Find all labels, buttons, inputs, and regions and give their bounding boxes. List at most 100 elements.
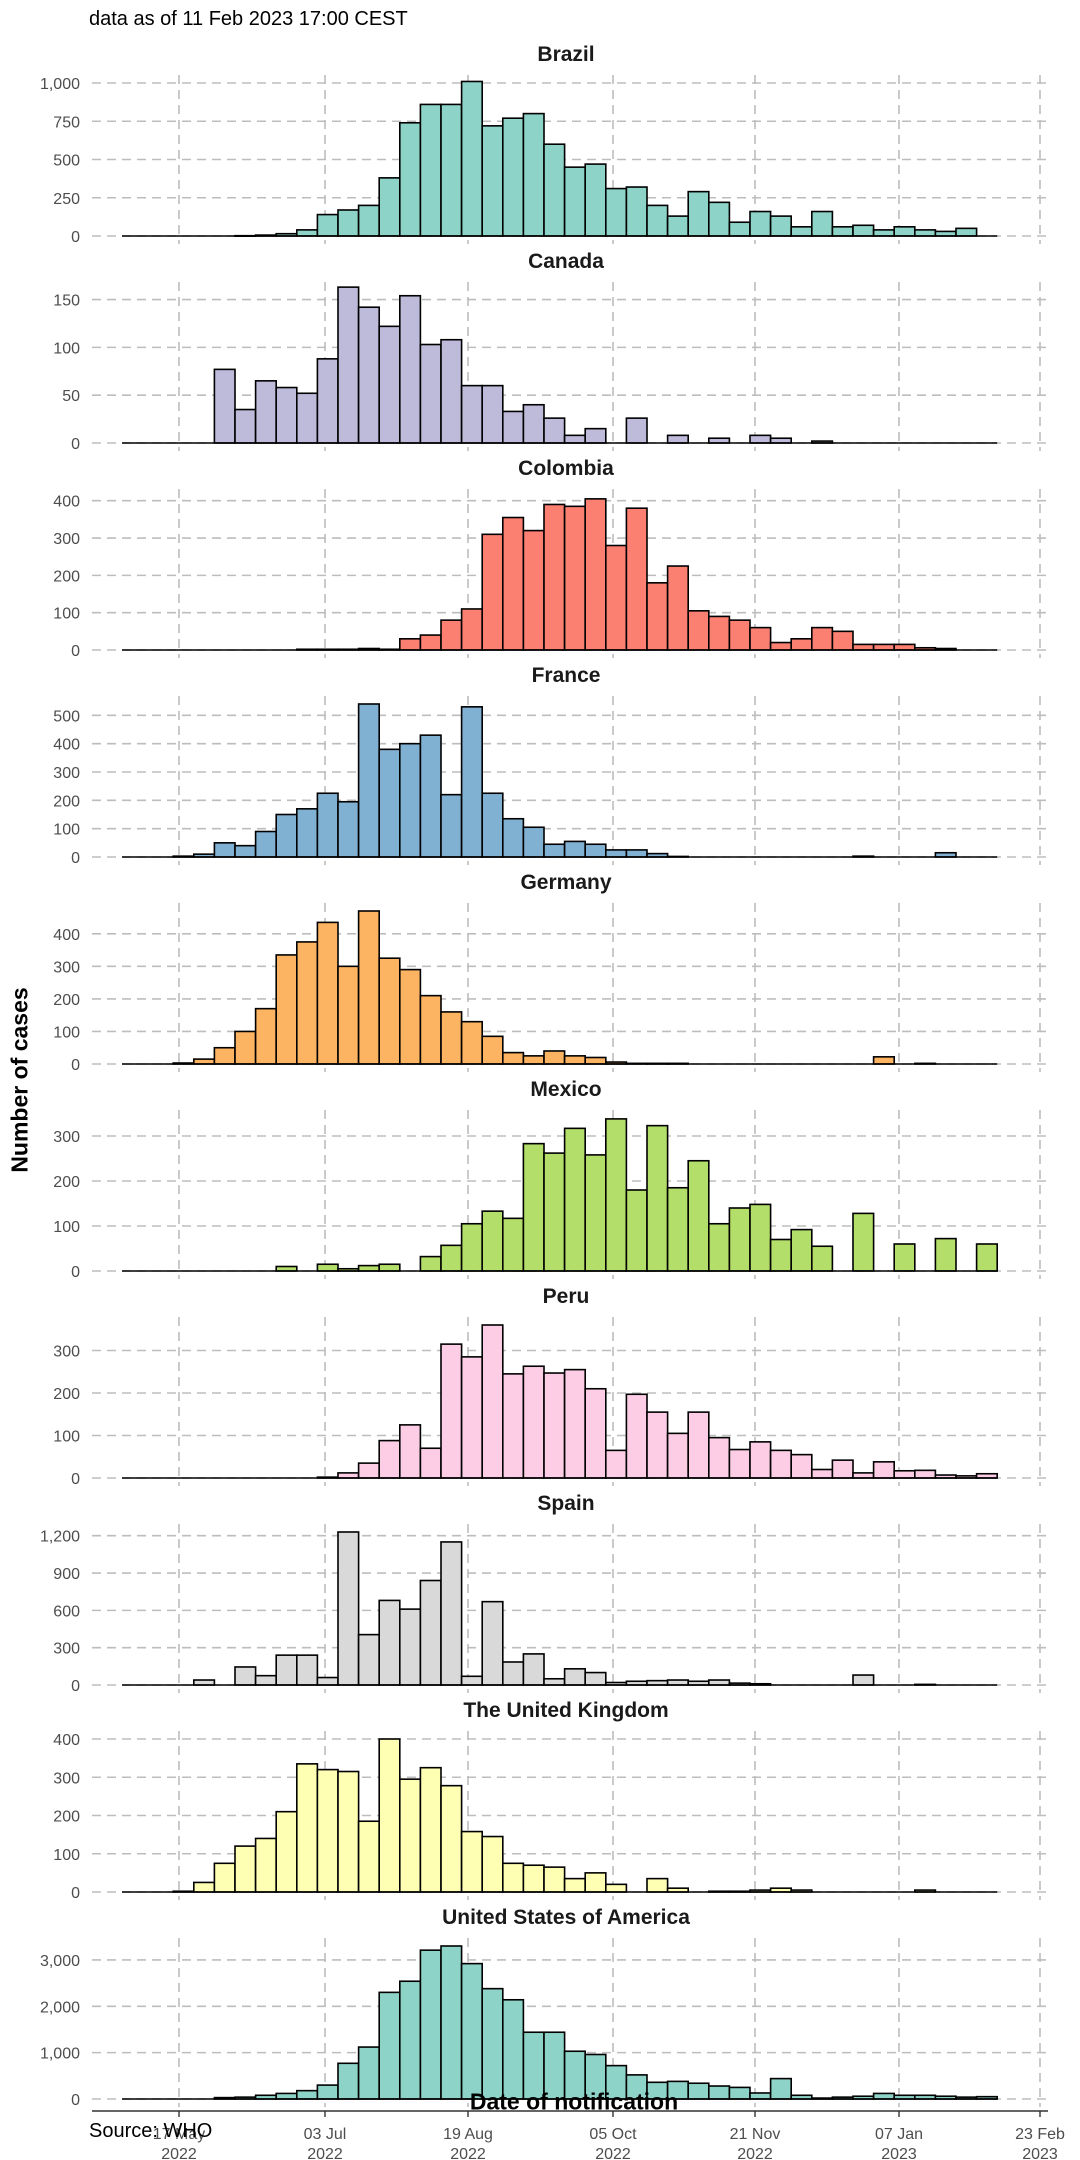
histogram-bar xyxy=(440,793,463,858)
x-tick-year: 2023 xyxy=(1022,2146,1058,2160)
x-tick-year: 2022 xyxy=(307,2146,343,2160)
histogram-bar xyxy=(604,187,628,237)
histogram-bar xyxy=(378,1599,401,1686)
histogram-bar xyxy=(419,1447,442,1479)
histogram-bar xyxy=(707,1222,731,1272)
histogram-bar xyxy=(666,1432,689,1479)
histogram-bar xyxy=(584,1671,607,1686)
histogram-bar xyxy=(398,1424,422,1479)
y-tick-label: 2,000 xyxy=(40,1999,80,2016)
histogram-bar xyxy=(543,1372,566,1479)
panel-spain: 0 300 600 900 1,200 Spain xyxy=(40,1492,1048,1695)
y-tick-label: 200 xyxy=(53,992,80,1009)
histogram-bar xyxy=(357,910,381,1065)
histogram-bar xyxy=(852,224,875,237)
x-tick-year: 2023 xyxy=(881,2146,917,2160)
histogram-bar xyxy=(501,1051,525,1065)
histogram-bar xyxy=(378,748,401,858)
histogram-bar xyxy=(810,210,834,237)
histogram-bar xyxy=(604,544,628,651)
y-tick-label: 1,200 xyxy=(40,1529,80,1546)
histogram-bar xyxy=(810,1245,834,1272)
y-tick-label: 400 xyxy=(53,927,80,944)
histogram-bar xyxy=(584,1872,607,1893)
x-tick-year: 2022 xyxy=(450,2146,486,2160)
histogram-bar xyxy=(769,1238,792,1272)
histogram-bar xyxy=(357,1820,381,1893)
histogram-bar xyxy=(295,1654,319,1686)
y-tick-label: 0 xyxy=(71,436,80,453)
histogram-bar xyxy=(460,1020,484,1065)
histogram-bar xyxy=(460,384,484,444)
histogram-bar xyxy=(398,1608,422,1686)
histogram-bar xyxy=(584,427,607,444)
histogram-bar xyxy=(728,1207,751,1272)
histogram-bar xyxy=(316,213,339,237)
histogram-bar xyxy=(522,1365,545,1479)
histogram-bar xyxy=(584,498,607,651)
histogram-bar xyxy=(522,1864,545,1893)
y-tick-label: 1,000 xyxy=(40,76,80,93)
histogram-bar xyxy=(440,1784,463,1893)
histogram-bar xyxy=(522,112,545,237)
panel-title: Brazil xyxy=(537,43,594,66)
panel-title: Mexico xyxy=(530,1078,601,1101)
histogram-bar xyxy=(213,842,236,858)
histogram-bar xyxy=(666,434,689,444)
histogram-bar xyxy=(522,403,545,444)
y-axis-label: Number of cases xyxy=(6,987,33,1173)
x-tick-label: 17 May xyxy=(153,2126,205,2143)
histogram-bar xyxy=(254,1007,278,1065)
histogram-bar xyxy=(419,1949,442,2100)
histogram-bar xyxy=(460,706,484,858)
histogram-bar xyxy=(275,2092,298,2100)
histogram-bar xyxy=(872,2092,895,2100)
panel-france: 0 100 200 300 400 500 France xyxy=(53,664,1048,867)
y-tick-label: 0 xyxy=(71,1678,80,1695)
histogram-bar xyxy=(419,634,442,651)
histogram-bar xyxy=(378,1991,401,2100)
histogram-bar xyxy=(460,1962,484,2100)
histogram-bar xyxy=(687,190,710,237)
histogram-bar xyxy=(893,1469,916,1479)
histogram-bar xyxy=(728,221,751,237)
histogram-bar xyxy=(234,844,257,858)
histogram-bar xyxy=(419,1255,442,1272)
y-tick-label: 0 xyxy=(71,1885,80,1902)
histogram-bar xyxy=(584,1154,607,1272)
histogram-bar xyxy=(316,1676,339,1686)
histogram-bar xyxy=(419,103,442,237)
y-tick-label: 300 xyxy=(53,1641,80,1658)
histogram-bar xyxy=(646,204,669,237)
y-tick-label: 200 xyxy=(53,793,80,810)
y-tick-label: 400 xyxy=(53,737,80,754)
histogram-bar xyxy=(398,742,422,858)
histogram-bar xyxy=(501,1661,525,1686)
histogram-bar xyxy=(687,1159,710,1272)
histogram-bar xyxy=(522,826,545,858)
x-tick-label: 05 Oct xyxy=(589,2126,637,2143)
histogram-bar xyxy=(707,2085,731,2100)
histogram-bar xyxy=(563,1368,586,1479)
histogram-bar xyxy=(440,619,463,651)
histogram-bar xyxy=(913,1469,937,1479)
x-tick-year: 2022 xyxy=(737,2146,773,2160)
panel-germany: 0 100 200 300 400 Germany xyxy=(53,871,1048,1074)
histogram-bar xyxy=(872,643,895,651)
histogram-bar xyxy=(625,507,648,651)
panel-mexico: 0 100 200 300 Mexico xyxy=(53,1078,1048,1281)
histogram-bar xyxy=(543,1677,566,1686)
histogram-bar xyxy=(563,166,586,237)
y-tick-label: 150 xyxy=(53,293,80,310)
histogram-bar xyxy=(831,226,854,237)
histogram-bar xyxy=(893,226,916,237)
y-tick-label: 600 xyxy=(53,1603,80,1620)
y-tick-label: 100 xyxy=(53,606,80,623)
histogram-bar xyxy=(460,1222,484,1272)
y-tick-label: 300 xyxy=(53,959,80,976)
histogram-bar xyxy=(440,1541,463,1686)
x-tick-label: 23 Feb xyxy=(1015,2126,1065,2143)
histogram-bar xyxy=(481,384,504,444)
y-tick-label: 500 xyxy=(53,708,80,725)
histogram-bar xyxy=(378,957,401,1065)
